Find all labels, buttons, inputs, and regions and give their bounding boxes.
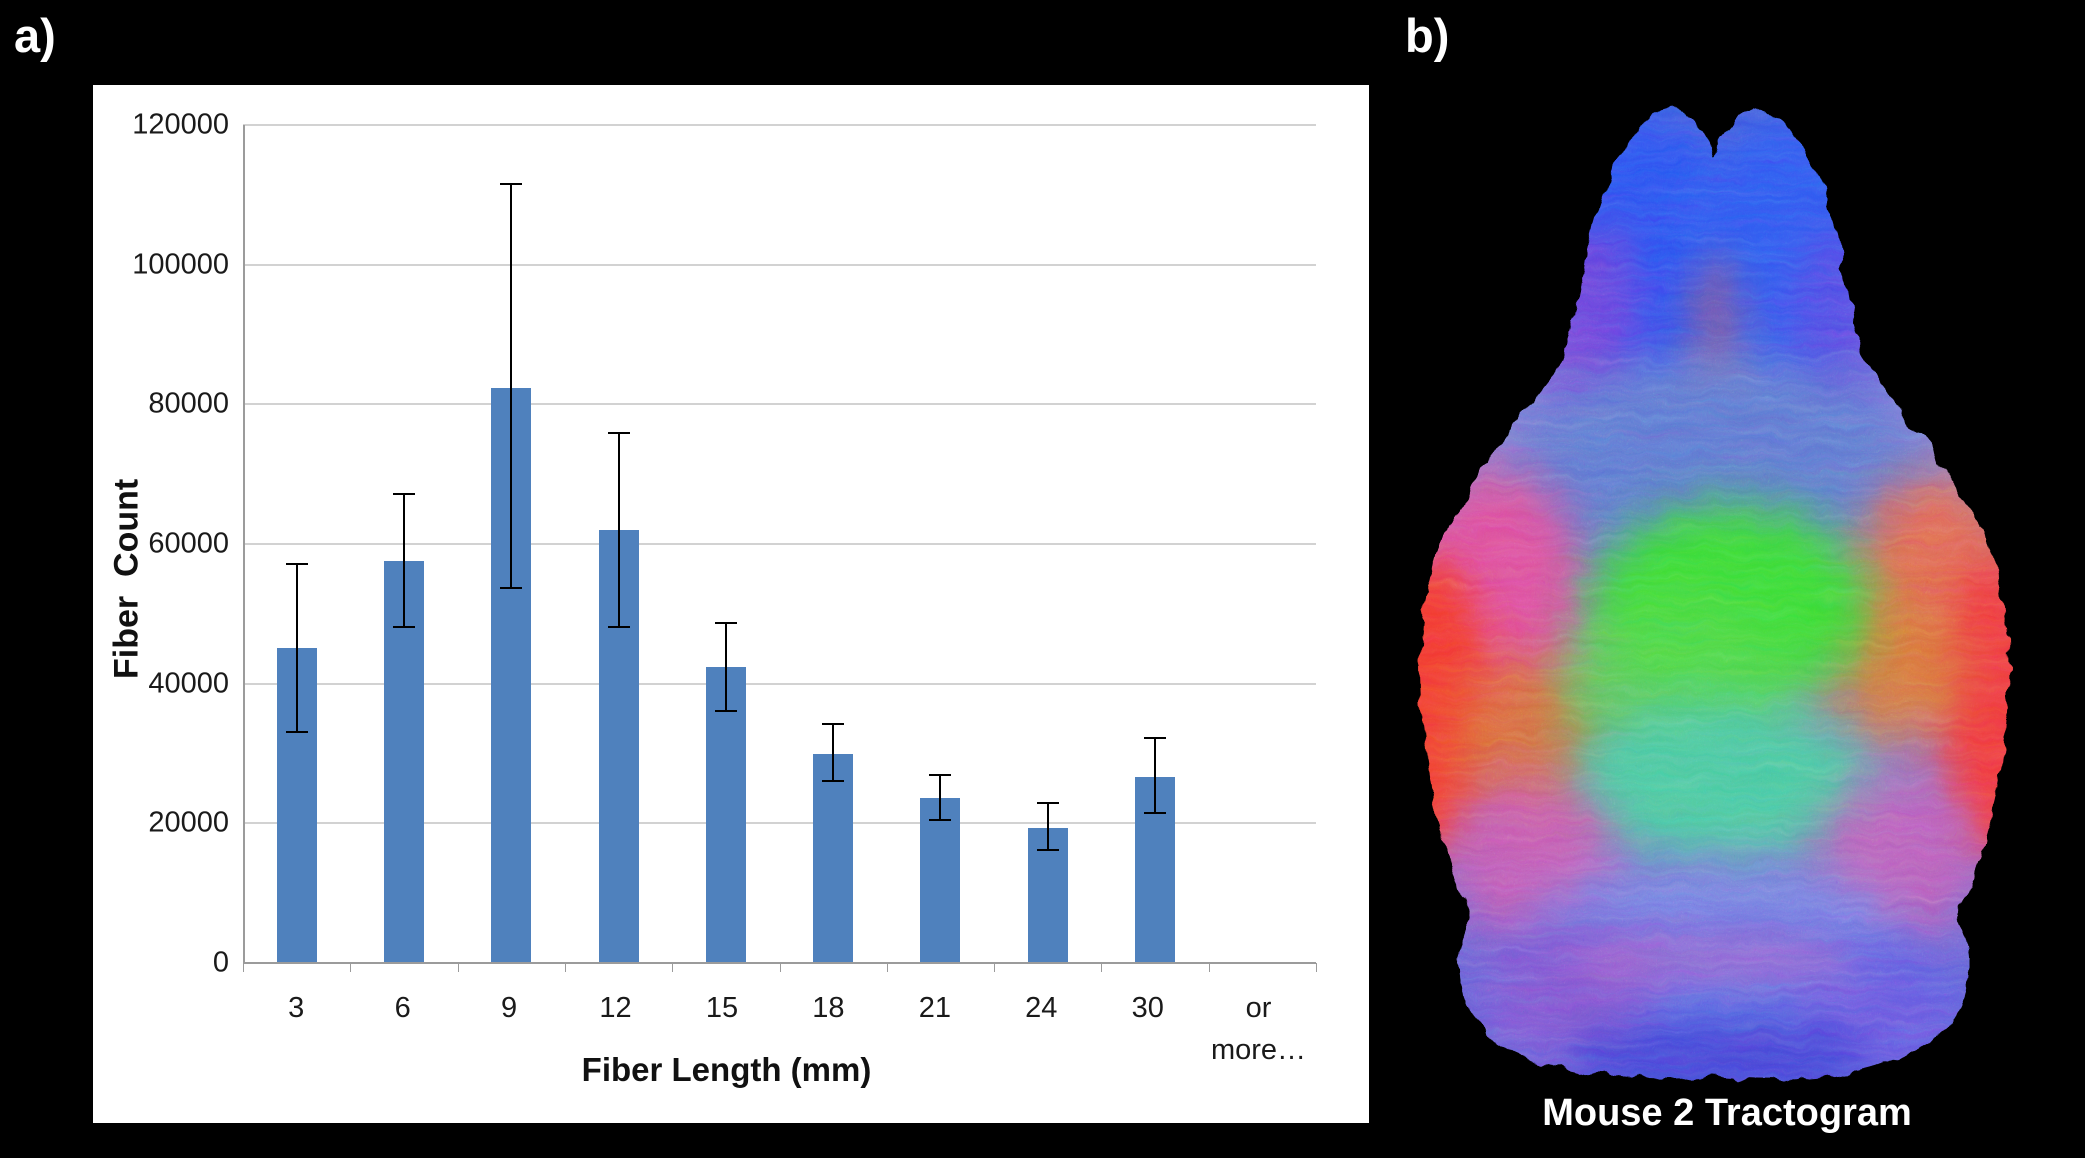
bar-slot [887, 125, 994, 963]
error-bar-line [1046, 802, 1049, 852]
x-tick [779, 963, 781, 972]
bar-slot [1209, 125, 1316, 963]
fiber-speckle-texture [1419, 110, 2009, 1079]
bar-slot [565, 125, 672, 963]
y-axis-title: Fiber Count [107, 478, 146, 680]
x-axis-labels: 3 6 9 12 15 18 21 24 30 or more… [243, 987, 1316, 1071]
error-bar-cap-bottom [500, 586, 523, 589]
error-bar-cap-bottom [822, 780, 845, 783]
error-bar-cap-top [607, 431, 630, 434]
error-bar-line [724, 621, 727, 712]
bar-slot [1101, 125, 1208, 963]
y-axis-line [243, 125, 245, 964]
x-tick [886, 963, 888, 972]
panel-a-label: a) [14, 9, 56, 62]
bar-slot [243, 125, 350, 963]
x-tick-label: 9 [501, 992, 518, 1024]
error-bar-cap-top [1036, 802, 1059, 805]
gridline [243, 822, 1316, 824]
y-tick-label: 120000 [132, 108, 229, 141]
error-bar-line [939, 773, 942, 821]
x-tick-label: 18 [812, 992, 845, 1024]
error-bar-line [402, 493, 405, 628]
mouse-brain-tractogram-svg [1419, 110, 2009, 1079]
gridline [243, 403, 1316, 405]
gridline [243, 543, 1316, 545]
brain-body [1419, 110, 2009, 1079]
tractogram-image [1380, 60, 2040, 1100]
y-tick-label: 100000 [132, 248, 229, 281]
error-bar-cap-top [929, 773, 952, 776]
error-bar-line [617, 431, 620, 628]
bar-18 [813, 753, 854, 963]
error-bar-line [832, 723, 835, 783]
bar-21 [920, 797, 961, 963]
error-bar-line [295, 562, 298, 733]
x-tick-label: 15 [705, 992, 739, 1024]
x-tick [457, 963, 459, 972]
plot-area: 0 20000 40000 60000 80000 100000 120000 3 6 9 12 1… [108, 109, 1317, 1088]
x-tick-label: 12 [599, 992, 632, 1024]
bar-slot [672, 125, 779, 963]
x-tick [672, 963, 674, 972]
error-bar-line [1154, 737, 1157, 814]
x-tick-label: 6 [394, 992, 411, 1024]
x-tick [1208, 963, 1210, 972]
bars [243, 125, 1316, 963]
error-bar-cap-bottom [1036, 849, 1059, 852]
error-bar-cap-bottom [1144, 811, 1167, 814]
error-bar-cap-bottom [714, 709, 737, 712]
y-tick-label: 0 [212, 946, 229, 979]
gridline [243, 264, 1316, 266]
panel-b-label: b) [1405, 9, 1450, 62]
error-bar-line [510, 182, 513, 589]
x-tick [564, 963, 566, 972]
error-bar-cap-top [822, 723, 845, 726]
bar-slot [994, 125, 1101, 963]
bar-slot [350, 125, 457, 963]
bar-chart-panel: 0 20000 40000 60000 80000 100000 120000 3 6 9 12 1… [93, 85, 1369, 1123]
y-tick-label: 20000 [148, 806, 229, 839]
error-bar-cap-top [500, 182, 523, 185]
gridline [243, 124, 1316, 126]
y-tick-label: 80000 [148, 387, 229, 420]
error-bar-cap-bottom [929, 818, 952, 821]
x-tick [994, 963, 996, 972]
y-tick-label: 40000 [148, 667, 229, 700]
error-bar-cap-top [714, 621, 737, 624]
error-bar-cap-bottom [285, 730, 308, 733]
tractogram-caption: Mouse 2 Tractogram [1542, 1092, 1912, 1134]
error-bar-cap-bottom [607, 625, 630, 628]
x-tick [243, 963, 244, 972]
bar-slot [458, 125, 565, 963]
x-axis-title: Fiber Length (mm) [581, 1051, 872, 1088]
x-tick-label: 3 [288, 992, 305, 1024]
error-bar-cap-top [1144, 737, 1167, 740]
x-tick-label: 21 [918, 992, 951, 1024]
x-tick-label: or more… [1210, 992, 1307, 1067]
error-bar-cap-top [392, 493, 415, 496]
gridline [243, 683, 1316, 685]
bar-15 [705, 666, 746, 963]
x-tick [1316, 963, 1317, 972]
x-tick-label: 30 [1131, 992, 1164, 1024]
x-tick [1101, 963, 1103, 972]
y-tick-label: 60000 [148, 527, 229, 560]
error-bar-cap-top [285, 562, 308, 565]
x-tick-label: 24 [1025, 992, 1058, 1024]
x-tick [350, 963, 352, 972]
bar-slot [779, 125, 886, 963]
error-bar-cap-bottom [392, 625, 415, 628]
